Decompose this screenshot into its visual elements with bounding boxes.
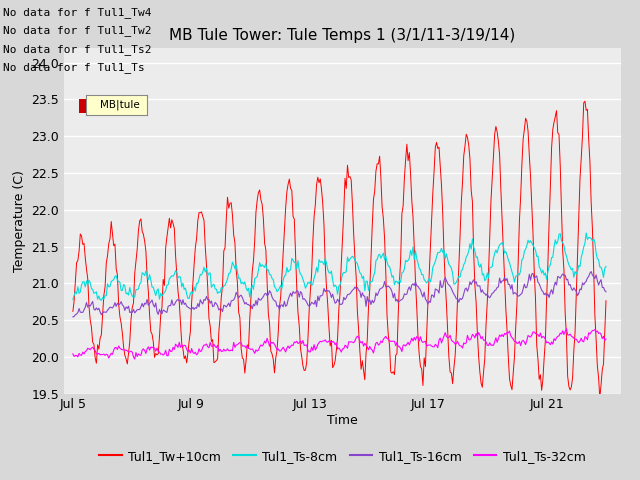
Text: No data for f Tul1_Ts2: No data for f Tul1_Ts2 xyxy=(3,44,152,55)
Text: MB|tule: MB|tule xyxy=(100,100,140,110)
Title: MB Tule Tower: Tule Temps 1 (3/1/11-3/19/14): MB Tule Tower: Tule Temps 1 (3/1/11-3/19… xyxy=(169,28,516,43)
Legend: Tul1_Tw+10cm, Tul1_Ts-8cm, Tul1_Ts-16cm, Tul1_Ts-32cm: Tul1_Tw+10cm, Tul1_Ts-8cm, Tul1_Ts-16cm,… xyxy=(94,445,591,468)
Y-axis label: Temperature (C): Temperature (C) xyxy=(13,170,26,272)
Text: No data for f Tul1_Tw2: No data for f Tul1_Tw2 xyxy=(3,25,152,36)
Text: No data for f Tul1_Ts: No data for f Tul1_Ts xyxy=(3,62,145,73)
Text: No data for f Tul1_Tw4: No data for f Tul1_Tw4 xyxy=(3,7,152,18)
X-axis label: Time: Time xyxy=(327,414,358,427)
